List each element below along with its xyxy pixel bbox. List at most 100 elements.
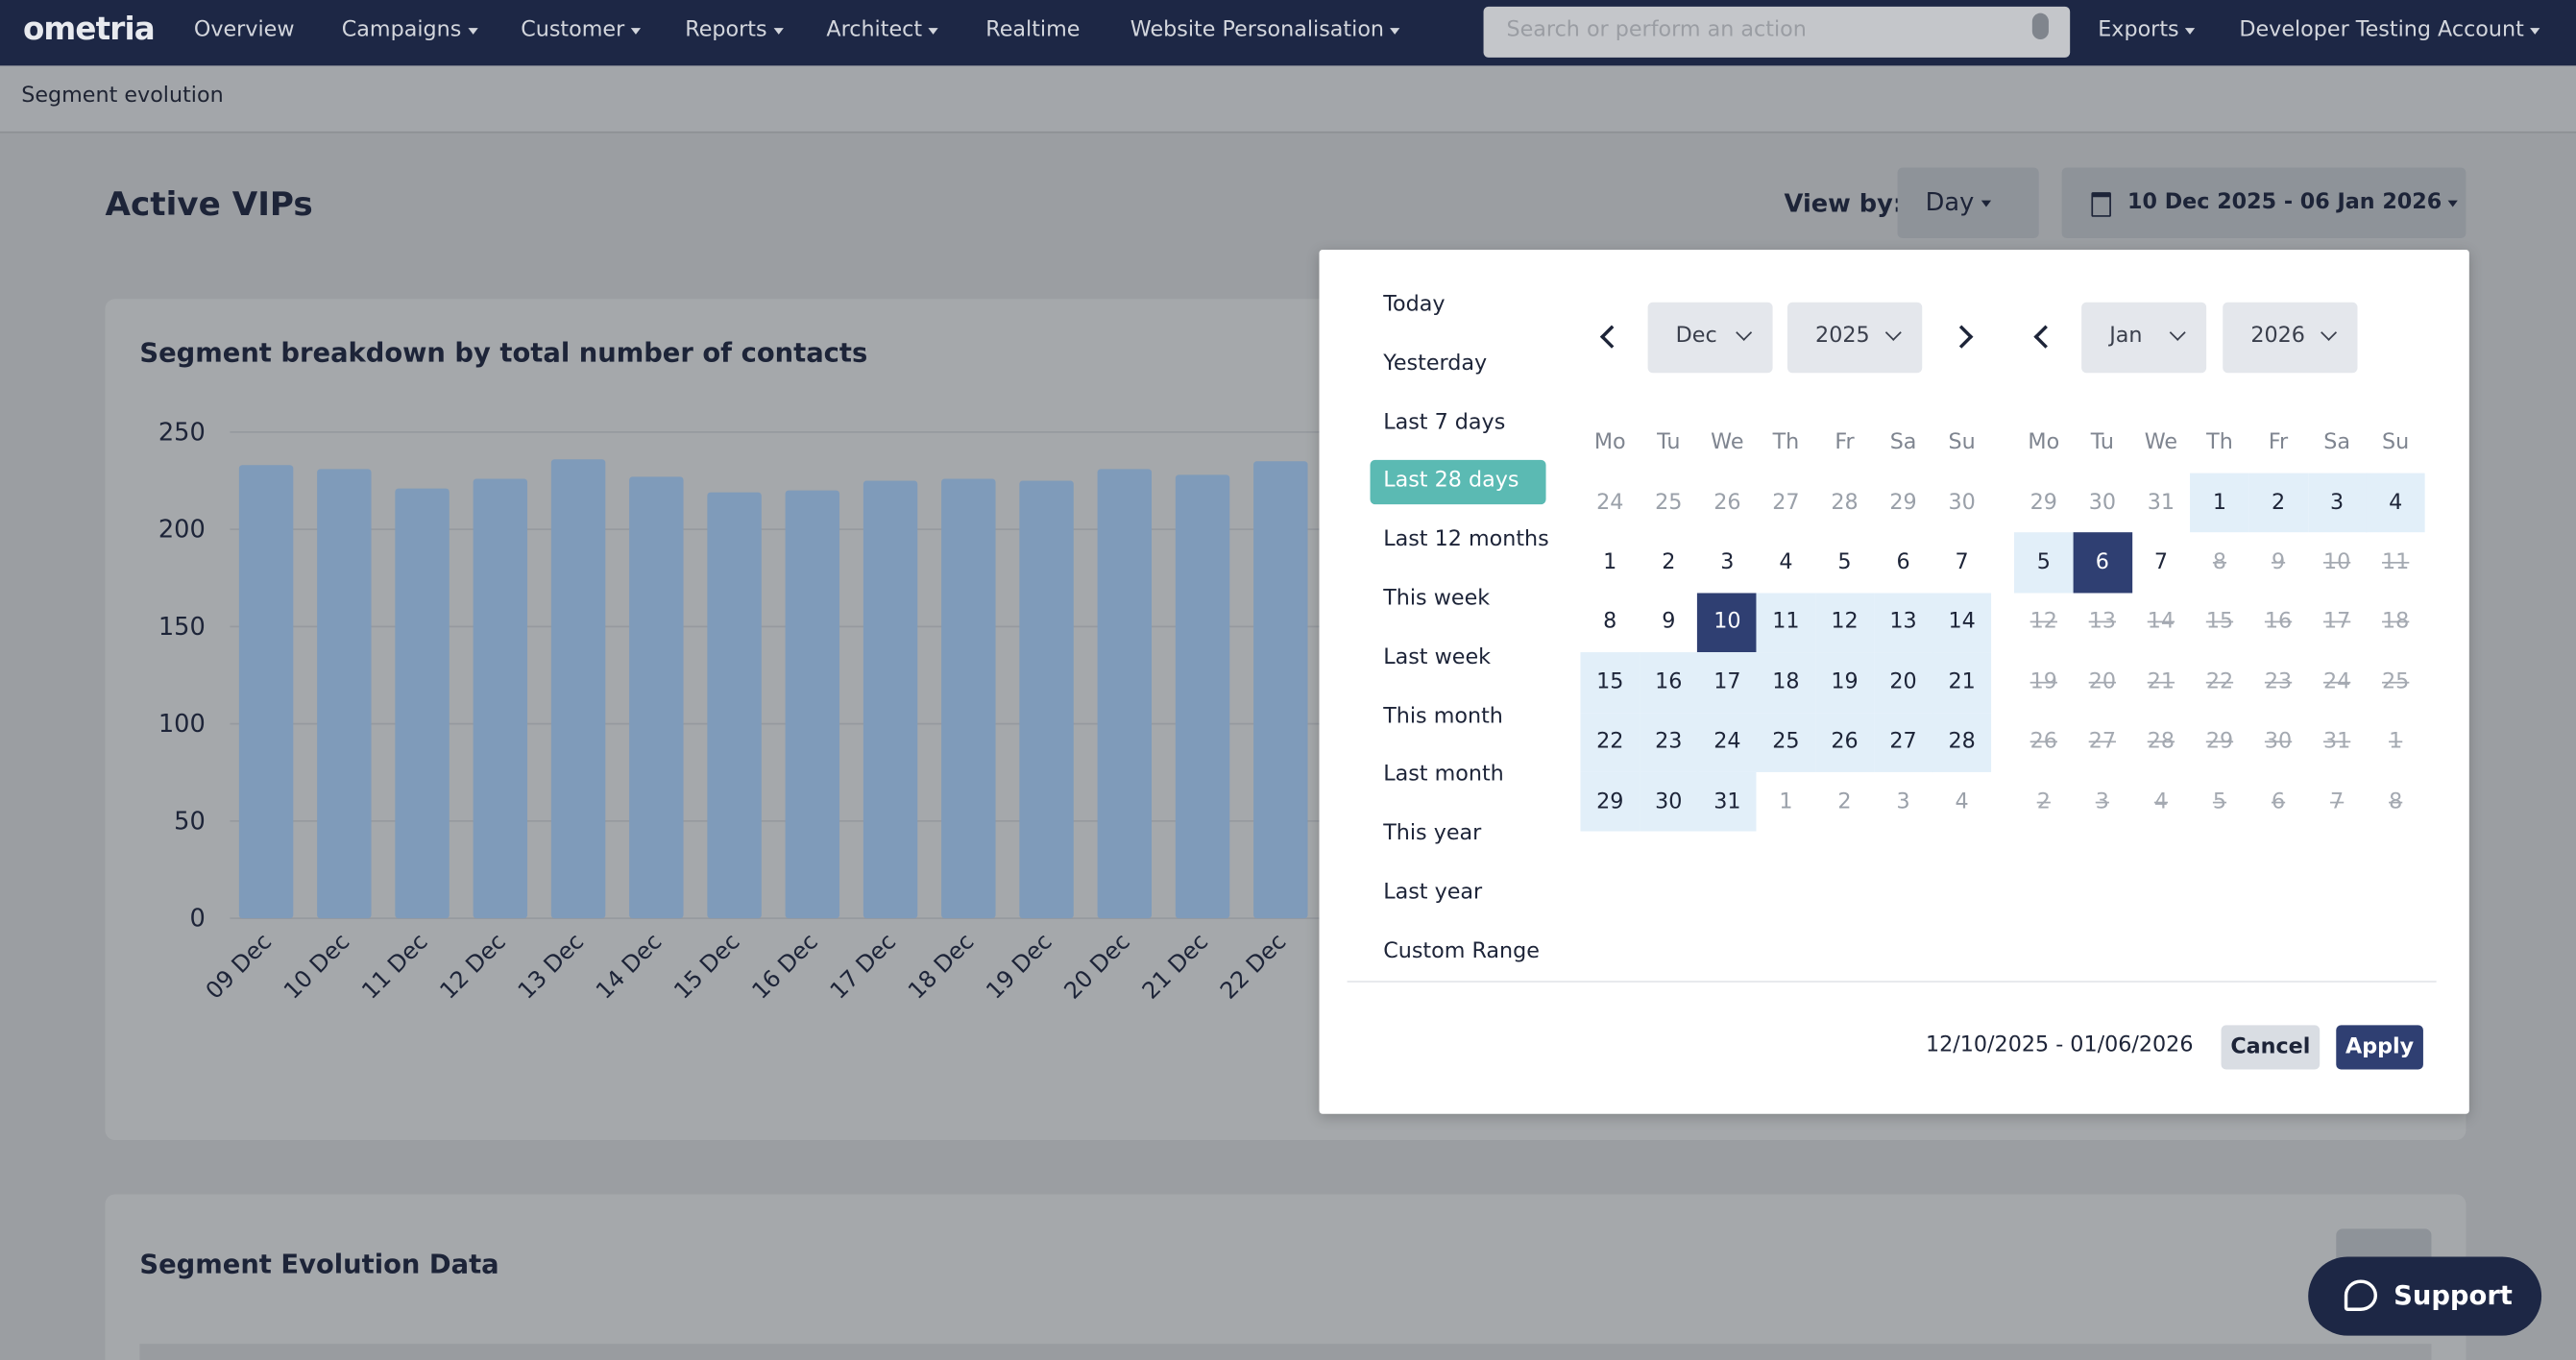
calendar-day[interactable]: 30	[1639, 771, 1699, 833]
calendar-day: 15	[2205, 610, 2234, 636]
calendar-day[interactable]: 26	[1814, 712, 1875, 772]
calendar-day[interactable]: 1	[1779, 789, 1793, 814]
calendar-day[interactable]: 31	[1697, 771, 1758, 833]
year-select[interactable]	[2223, 302, 2358, 374]
calendar-day[interactable]: 3	[1720, 550, 1735, 575]
month-select[interactable]	[2081, 302, 2207, 374]
calendar-day[interactable]: 2	[1662, 550, 1676, 575]
calendar-day[interactable]: 4	[2366, 473, 2425, 533]
calendar-day[interactable]: 14	[1932, 593, 1992, 653]
calendar-day[interactable]: 23	[1639, 712, 1699, 772]
range-option[interactable]: Last 7 days	[1383, 409, 1506, 435]
calendar-day[interactable]: 30	[2088, 490, 2116, 516]
bar	[473, 478, 528, 919]
calendar-day[interactable]: 12	[1814, 593, 1875, 653]
month-select[interactable]	[1647, 302, 1773, 374]
y-tick-label: 0	[189, 905, 205, 934]
nav-account[interactable]: Developer Testing Account	[2239, 18, 2540, 43]
calendar-day: 2	[2036, 789, 2051, 814]
calendar-day[interactable]: 5	[1837, 550, 1852, 575]
calendar-day[interactable]: 5	[2014, 532, 2074, 594]
range-option[interactable]: Custom Range	[1383, 939, 1540, 964]
apply-button[interactable]: Apply	[2336, 1025, 2423, 1070]
calendar-day[interactable]: 22	[1580, 712, 1640, 772]
x-tick-label: 10 Dec	[279, 928, 354, 1004]
calendar-day[interactable]: 21	[1932, 652, 1992, 713]
calendar-day[interactable]: 1	[2190, 473, 2249, 533]
calendar-day[interactable]: 7	[1955, 550, 1969, 575]
year-select[interactable]	[1786, 302, 1923, 374]
calendar-day[interactable]: 16	[1639, 652, 1699, 713]
calendar-day[interactable]: 28	[1932, 712, 1992, 772]
x-tick-label: 09 Dec	[201, 928, 277, 1004]
weekday: Fr	[2268, 430, 2289, 455]
range-option[interactable]: Last month	[1383, 763, 1504, 788]
calendar-day[interactable]: 3	[1896, 789, 1910, 814]
nav-item[interactable]: Customer	[521, 18, 641, 43]
calendar-day: 29	[2205, 729, 2234, 755]
calendar-day[interactable]: 4	[1955, 789, 1969, 814]
calendar-day[interactable]: 2	[2248, 473, 2308, 533]
range-option[interactable]: This week	[1383, 586, 1491, 612]
calendar-day[interactable]: 27	[1772, 490, 1800, 516]
calendar-day[interactable]: 25	[1655, 490, 1683, 516]
calendar-day[interactable]: 26	[1713, 490, 1741, 516]
calendar-day[interactable]: 6	[1896, 550, 1910, 575]
calendar-day[interactable]: 19	[1814, 652, 1875, 713]
calendar-day[interactable]: 28	[1831, 490, 1859, 516]
range-option[interactable]: Yesterday	[1383, 351, 1488, 376]
calendar-day[interactable]: 24	[1596, 490, 1624, 516]
calendar-day[interactable]: 27	[1873, 712, 1933, 772]
calendar-icon	[2091, 192, 2111, 217]
bar	[1175, 474, 1230, 919]
calendar-day[interactable]: 31	[2147, 490, 2175, 516]
calendar-day[interactable]: 20	[1873, 652, 1933, 713]
calendar-day[interactable]: 30	[1948, 490, 1976, 516]
calendar-day[interactable]: 29	[2029, 490, 2057, 516]
calendar-day[interactable]: 13	[1873, 593, 1933, 653]
calendar-day[interactable]: 25	[1756, 712, 1816, 772]
calendar-day[interactable]: 11	[1756, 593, 1816, 653]
range-option[interactable]: Last 12 months	[1383, 527, 1549, 553]
nav-item[interactable]: Overview	[193, 17, 295, 43]
calendar-day: 14	[2147, 610, 2175, 636]
calendar-day[interactable]: 17	[1697, 652, 1758, 713]
calendar-day: 18	[2382, 610, 2410, 636]
range-option[interactable]: Last week	[1383, 644, 1492, 670]
calendar-day[interactable]: 18	[1756, 652, 1816, 713]
range-highlight[interactable]	[1370, 460, 1546, 505]
nav-item[interactable]: Website Personalisation	[1130, 18, 1400, 43]
calendar-day[interactable]: 29	[1580, 771, 1640, 833]
calendar-day[interactable]: 3	[2307, 473, 2367, 533]
calendar-day[interactable]: 10	[1697, 593, 1758, 653]
logo[interactable]: ometria	[22, 11, 156, 48]
range-option[interactable]: Last 28 days	[1383, 469, 1519, 494]
calendar-day[interactable]: 6	[2073, 532, 2132, 594]
search-box[interactable]	[1483, 6, 2071, 58]
nav-item[interactable]: Campaigns	[342, 18, 478, 43]
range-option[interactable]: This year	[1383, 821, 1482, 847]
bar	[941, 478, 996, 919]
weekday: Tu	[2090, 430, 2115, 455]
calendar-day[interactable]: 4	[1779, 550, 1793, 575]
calendar-day[interactable]: 7	[2153, 550, 2169, 575]
range-option[interactable]: Today	[1383, 292, 1446, 318]
calendar-day[interactable]: 15	[1580, 652, 1640, 713]
range-option[interactable]: This month	[1383, 704, 1503, 729]
calendar-day: 26	[2029, 729, 2057, 755]
calendar-day[interactable]: 1	[1603, 550, 1617, 575]
calendar-day[interactable]: 8	[1603, 610, 1617, 636]
calendar-day[interactable]: 9	[1662, 610, 1676, 636]
calendar-day: 28	[2147, 729, 2175, 755]
cancel-button[interactable]: Cancel	[2221, 1025, 2321, 1070]
calendar-day[interactable]: 24	[1697, 712, 1758, 772]
nav-item[interactable]: Realtime	[985, 17, 1081, 43]
nav-exports[interactable]: Exports	[2098, 18, 2195, 43]
calendar-day[interactable]: 29	[1889, 490, 1917, 516]
calendar-day[interactable]: 2	[1837, 789, 1852, 814]
month-value: Jan	[2109, 323, 2143, 349]
nav-item[interactable]: Architect	[826, 18, 938, 43]
nav-item[interactable]: Reports	[685, 18, 783, 43]
calendar-day: 27	[2088, 729, 2116, 755]
range-option[interactable]: Last year	[1383, 880, 1483, 906]
